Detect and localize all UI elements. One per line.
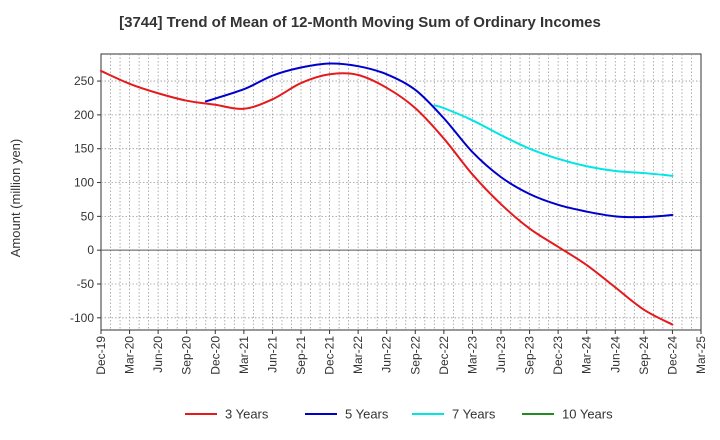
y-tick-label: 100 [74,176,94,190]
series-line-7-years [433,104,674,177]
plot-area [100,53,702,331]
series-line-3-years [100,69,674,326]
x-tick-label: Dec-22 [437,336,451,375]
x-tick-label: Mar-20 [123,336,137,374]
series-line-5-years [204,62,674,219]
x-tick-label: Dec-23 [551,336,565,375]
x-tick-label: Sep-20 [180,336,194,375]
x-tick-label: Mar-21 [237,336,251,374]
y-tick-label: 200 [74,108,94,122]
x-tick-label: Dec-21 [323,336,337,375]
x-tick-label: Jun-24 [608,336,622,373]
x-tick-label: Jun-22 [380,336,394,373]
y-tick-label: 250 [74,74,94,88]
x-tick-label: Mar-24 [580,336,594,374]
y-tick-label: 50 [81,209,95,223]
x-tick-label: Sep-21 [294,336,308,375]
y-tick-label: 150 [74,142,94,156]
y-tick-label: -100 [70,311,94,325]
legend-label-7-years: 7 Years [452,407,496,422]
x-tick-label: Dec-19 [94,336,108,375]
y-tick-label: -50 [77,277,95,291]
chart-title: [3744] Trend of Mean of 12-Month Moving … [119,14,601,31]
x-tick-label: Dec-20 [208,336,222,375]
x-tick-label: Sep-22 [408,336,422,375]
x-tick-label: Mar-23 [465,336,479,374]
x-tick-label: Mar-22 [351,336,365,374]
x-tick-label: Dec-24 [665,336,679,375]
x-tick-label: Mar-25 [694,336,708,374]
legend-label-5-years: 5 Years [345,407,389,422]
x-tick-label: Sep-24 [637,336,651,375]
x-tick-label: Jun-23 [494,336,508,373]
legend-label-3-years: 3 Years [225,407,269,422]
y-axis-label: Amount (million yen) [8,139,23,258]
y-tick-label: 0 [87,243,94,257]
x-tick-label: Jun-21 [265,336,279,373]
legend-label-10-years: 10 Years [562,407,613,422]
x-tick-label: Sep-23 [523,336,537,375]
x-tick-label: Jun-20 [151,336,165,373]
